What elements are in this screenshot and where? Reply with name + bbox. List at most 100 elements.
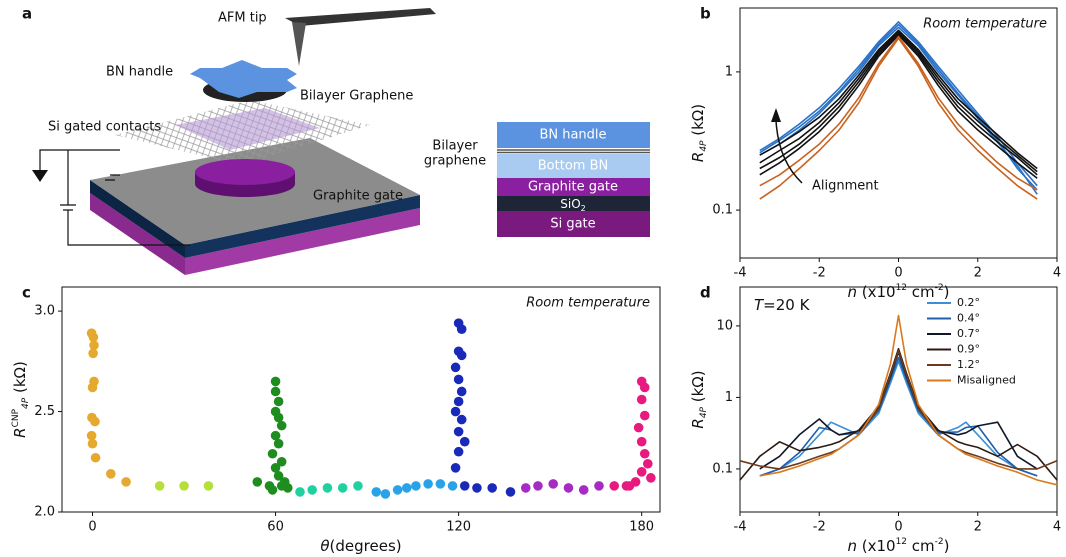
point (639, 448, 650, 459)
point (90, 452, 101, 463)
stack-si (497, 211, 650, 237)
stack-bottom-bn (497, 154, 650, 178)
point (282, 483, 293, 493)
bilayer-graphene (175, 108, 320, 150)
point (453, 426, 464, 437)
stack-label: Si gate (550, 217, 595, 232)
stack-label: Bottom BN (538, 159, 608, 174)
series-line (759, 360, 1038, 477)
point (453, 446, 464, 457)
oxide-right (185, 195, 420, 258)
point (505, 487, 516, 497)
panel-label: c (22, 284, 31, 302)
text: θ (320, 537, 329, 555)
arrow-label: Alignment (812, 179, 879, 194)
point (89, 340, 99, 351)
point (456, 350, 467, 361)
x-tick-label: 120 (446, 520, 471, 535)
stack-bn-handle (497, 122, 650, 148)
point (578, 485, 589, 495)
stack-graphite (497, 178, 650, 196)
panel-label: b (700, 5, 711, 23)
series-line (739, 347, 1058, 481)
x-tick-label: 2 (974, 266, 982, 281)
point (411, 481, 421, 491)
text: (x10 (857, 283, 896, 301)
point (459, 481, 470, 491)
point (453, 396, 464, 407)
x-tick-label: 2 (974, 520, 982, 535)
stack-label: Graphite gate (528, 180, 618, 195)
x-tick-label: 4 (1053, 520, 1061, 535)
ground (32, 170, 48, 182)
bn-handle (190, 60, 297, 98)
legend-label: 0.4° (957, 312, 980, 325)
series-line (759, 37, 1038, 200)
legend-label: 1.2° (957, 358, 980, 371)
text: R (689, 418, 707, 428)
text: ) (944, 537, 950, 555)
point (456, 414, 467, 425)
point (624, 481, 635, 491)
afm-tip (292, 22, 306, 66)
point (646, 473, 656, 483)
x-axis-label: θ(degrees) (320, 537, 401, 555)
point (121, 477, 131, 487)
x-tick-label: -2 (813, 520, 826, 535)
x-tick-label: 0 (894, 266, 902, 281)
annotation: T=20 K (754, 296, 811, 314)
y-tick-label: 10 (716, 318, 733, 333)
point (456, 324, 467, 334)
text: 12 (896, 537, 907, 547)
point (276, 456, 287, 467)
point (533, 481, 543, 491)
y-axis-label: R4P (kΩ) (689, 104, 709, 162)
point (273, 471, 284, 481)
series-line (759, 351, 1038, 470)
y-tick-label: 1 (725, 64, 733, 79)
point (642, 458, 653, 469)
series-line (759, 35, 1038, 191)
text: ) (944, 283, 950, 301)
legend-label: 0.9° (957, 343, 980, 356)
graphite-gate (195, 159, 295, 185)
point (435, 479, 446, 489)
point (633, 422, 644, 433)
point (88, 348, 98, 359)
oxide-left (90, 180, 185, 258)
series-line (739, 349, 1058, 470)
text: 4P (699, 140, 709, 152)
x-tick-label: 4 (1053, 266, 1061, 281)
text: R (11, 427, 29, 437)
series-line (759, 26, 1038, 195)
schematic: a AFM tip BN handle Bilayer Graphene Si … (22, 5, 650, 275)
point (609, 481, 620, 491)
point (106, 469, 116, 479)
point (273, 412, 284, 423)
text: 4P (21, 397, 31, 409)
label: AFM tip (218, 11, 267, 26)
point (459, 436, 470, 447)
annotation: Room temperature (526, 296, 650, 311)
point (90, 416, 100, 427)
point (392, 485, 403, 495)
y-axis-label: R4P (kΩ) (689, 370, 709, 428)
series-line (759, 29, 1038, 170)
label: Bilayer Graphene (300, 89, 413, 104)
label: Si gated contacts (48, 120, 161, 135)
x-tick-label: 60 (267, 520, 284, 535)
point (548, 479, 559, 489)
y-tick-label: 3.0 (34, 304, 55, 319)
series-line (759, 23, 1038, 191)
arrow (775, 119, 803, 184)
point (487, 483, 497, 493)
text: cm (907, 537, 935, 555)
point (264, 481, 275, 491)
series-line (759, 314, 1058, 486)
point (447, 481, 458, 491)
point (252, 477, 263, 487)
point (322, 483, 333, 493)
panel-label: a (22, 5, 32, 23)
